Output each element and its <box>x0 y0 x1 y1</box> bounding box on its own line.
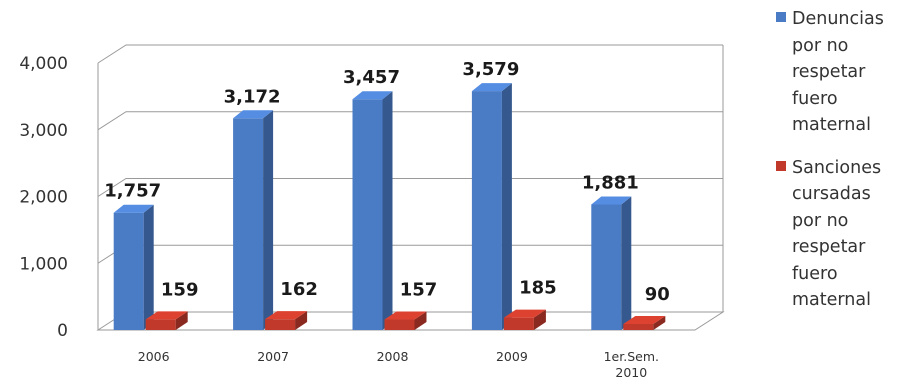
gridline <box>97 44 723 64</box>
bar-sanciones-side <box>414 311 427 330</box>
bar-denuncias <box>591 196 632 330</box>
bar-denuncias-side <box>263 110 274 330</box>
x-tick-label: 1er.Sem. 2010 <box>604 349 659 380</box>
legend-label-denuncias: Denuncias por no respetar fuero maternal <box>792 9 884 135</box>
bar-denuncias <box>233 110 274 330</box>
bar-denuncias <box>471 83 512 331</box>
bar-denuncias-front <box>113 212 144 330</box>
legend-label-sanciones: Sanciones cursadas por no respetar fuero… <box>792 157 882 311</box>
bar-denuncias-side <box>621 196 632 330</box>
gridline <box>97 111 723 131</box>
legend-swatch-denuncias <box>776 12 786 22</box>
bar-sanciones <box>623 315 666 330</box>
bar-denuncias-side <box>143 204 154 330</box>
y-tick-label: 0 <box>57 321 68 341</box>
bar-sanciones-front <box>623 323 654 330</box>
x-tick-label: 2006 <box>138 349 170 364</box>
legend-item-sanciones: Sanciones cursadas por no respetar fuero… <box>772 155 906 314</box>
legend-item-denuncias: Denuncias por no respetar fuero maternal <box>772 6 906 139</box>
gridline <box>97 178 723 197</box>
data-label-sanciones: 90 <box>645 284 670 305</box>
bar-denuncias <box>113 204 154 330</box>
data-label-sanciones: 185 <box>519 278 557 299</box>
bar-denuncias-top <box>352 91 393 100</box>
bar-sanciones-top <box>623 315 666 324</box>
bar-denuncias-side <box>382 91 393 331</box>
x-tick-label: 2009 <box>496 349 528 364</box>
data-label-sanciones: 162 <box>280 279 318 300</box>
bar-sanciones-side <box>533 309 546 330</box>
bar-denuncias <box>352 91 393 331</box>
bar-sanciones-side <box>295 311 308 330</box>
legend-swatch-sanciones <box>776 160 786 171</box>
data-label-denuncias: 1,757 <box>104 181 161 202</box>
data-label-denuncias: 3,172 <box>224 86 281 107</box>
bar-sanciones <box>265 311 308 330</box>
bar-sanciones <box>384 311 427 330</box>
y-tick-label: 1,000 <box>19 254 68 274</box>
bar-sanciones-top <box>503 309 546 318</box>
bar-sanciones-side <box>653 315 666 330</box>
bar-denuncias-top <box>591 196 632 205</box>
y-axis-ticks: 0 1,000 2,000 3,000 4,000 <box>19 54 68 341</box>
bar-sanciones-top <box>384 311 427 320</box>
y-tick-label: 2,000 <box>19 188 68 208</box>
bar-sanciones-front <box>145 319 176 330</box>
legend: Denuncias por no respetar fuero maternal… <box>772 6 906 330</box>
x-tick-label: 2008 <box>377 349 409 364</box>
bar-sanciones-top <box>265 311 308 320</box>
bar-denuncias-front <box>591 204 622 330</box>
bar-denuncias-front <box>471 91 502 331</box>
bars <box>113 83 666 331</box>
bar-sanciones-front <box>265 319 296 330</box>
bar-sanciones-top <box>145 311 188 320</box>
y-tick-label: 4,000 <box>19 54 68 74</box>
bar-sanciones <box>503 309 546 330</box>
bar-sanciones <box>145 311 188 330</box>
y-tick-label: 3,000 <box>19 121 68 141</box>
bar-denuncias-top <box>113 204 154 213</box>
bar-denuncias-top <box>471 83 512 92</box>
bar-denuncias-top <box>233 110 274 119</box>
data-label-denuncias: 3,457 <box>343 67 400 88</box>
x-tick-label: 2007 <box>257 349 289 364</box>
bar-sanciones-side <box>175 311 188 330</box>
bar-denuncias-side <box>501 83 512 331</box>
bar-sanciones-front <box>503 317 534 330</box>
data-label-denuncias: 3,579 <box>462 59 519 80</box>
data-label-sanciones: 157 <box>400 280 438 301</box>
data-label-denuncias: 1,881 <box>582 172 639 193</box>
bar-denuncias-front <box>233 118 264 330</box>
bar-sanciones-front <box>384 319 415 330</box>
data-labels: 1,757 159 3,172 162 3,457 157 3,579 185 1,881 90 <box>104 59 670 305</box>
data-label-sanciones: 159 <box>161 279 199 300</box>
x-axis-ticks: 2006 2007 2008 2009 1er.Sem. 2010 <box>138 349 659 380</box>
bar-denuncias-front <box>352 99 383 331</box>
